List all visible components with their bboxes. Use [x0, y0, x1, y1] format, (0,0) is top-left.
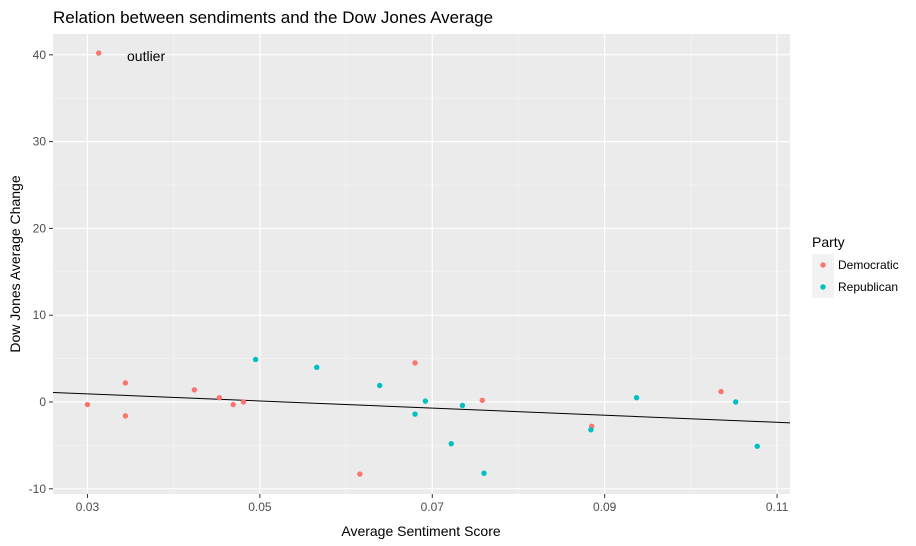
- trend-line-layer: [52, 391, 791, 424]
- x-tick-label: 0.05: [248, 500, 272, 514]
- point-republican: [448, 440, 454, 447]
- point-democratic: [479, 397, 485, 403]
- point-republican: [732, 399, 739, 405]
- x-tick-label: 0.09: [593, 500, 617, 514]
- point-republican: [252, 356, 259, 363]
- legend-label-democratic: Democratic: [838, 258, 899, 272]
- y-axis-ticks: -10 0 10 20 30 40: [29, 48, 53, 496]
- legend-marker-republican: [820, 284, 826, 290]
- plot-panel: [53, 34, 790, 494]
- point-republican: [459, 402, 466, 409]
- point-democratic: [230, 401, 236, 408]
- point-democratic: [357, 471, 363, 477]
- x-tick-label: 0.03: [76, 500, 100, 514]
- x-axis-ticks: 0.03 0.05 0.07 0.09 0.11: [76, 494, 789, 514]
- y-axis-title: Dow Jones Average Change: [7, 175, 23, 352]
- minor-gridlines: [53, 34, 790, 494]
- point-republican: [481, 470, 487, 476]
- y-tick-label: 10: [33, 308, 47, 322]
- point-republican: [376, 382, 383, 389]
- x-tick-label: 0.11: [766, 500, 789, 514]
- point-democratic: [216, 394, 223, 401]
- legend-label-republican: Republican: [838, 280, 898, 294]
- point-republican: [588, 427, 594, 433]
- major-gridlines: [53, 34, 790, 494]
- point-democratic: [84, 401, 91, 408]
- y-tick-label: 20: [33, 221, 47, 235]
- y-tick-label: -10: [29, 482, 47, 496]
- x-axis-title: Average Sentiment Score: [341, 523, 500, 539]
- point-democratic: [95, 50, 102, 56]
- legend-title: Party: [812, 234, 845, 250]
- point-democratic: [240, 399, 247, 405]
- point-democratic: [412, 360, 418, 366]
- point-republican: [633, 394, 640, 401]
- legend-marker-democratic: [820, 262, 826, 268]
- outlier-annotation: outlier: [127, 48, 165, 64]
- trend-line: [52, 391, 791, 424]
- chart-title: Relation between sendiments and the Dow …: [53, 8, 493, 27]
- point-democratic: [122, 413, 129, 419]
- point-democratic: [718, 388, 724, 395]
- point-republican: [412, 411, 418, 417]
- point-democratic: [191, 387, 198, 393]
- point-democratic: [122, 380, 129, 386]
- y-tick-label: 40: [33, 48, 47, 62]
- y-tick-label: 30: [33, 135, 47, 149]
- point-republican: [314, 364, 320, 370]
- point-republican: [422, 398, 429, 404]
- data-points: [84, 50, 760, 477]
- x-tick-label: 0.07: [421, 500, 445, 514]
- point-republican: [754, 443, 760, 449]
- y-tick-label: 0: [39, 395, 46, 409]
- legend: Party Democratic Republican: [812, 234, 899, 298]
